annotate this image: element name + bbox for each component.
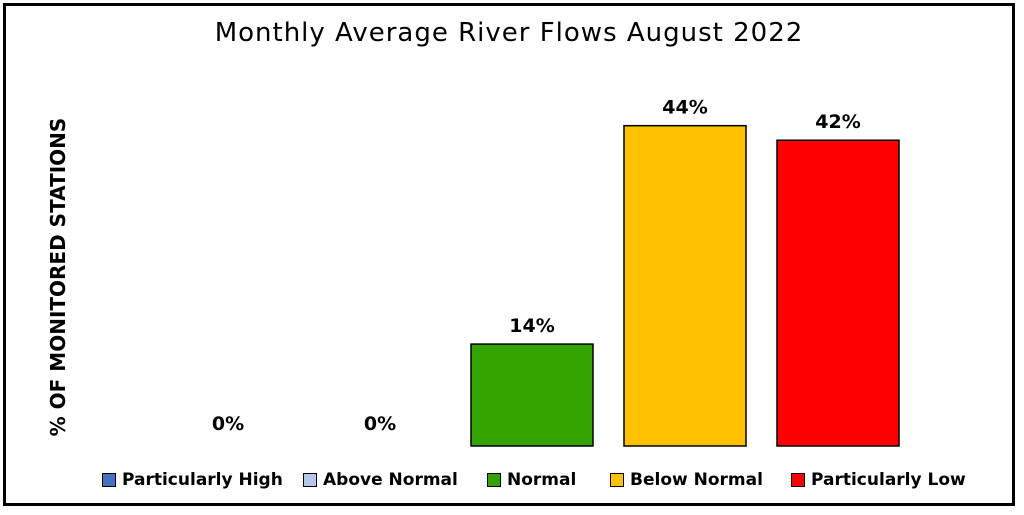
- legend-item-above-normal: Above Normal: [303, 470, 458, 490]
- legend-swatch: [610, 473, 624, 487]
- legend-label: Below Normal: [630, 470, 763, 490]
- chart-legend: Particularly High Above Normal Normal Below…: [0, 470, 1018, 496]
- bar-normal: [470, 343, 594, 447]
- legend-item-particularly-high: Particularly High: [102, 470, 283, 490]
- data-label-particularly-high: 0%: [212, 413, 244, 435]
- legend-item-normal: Normal: [487, 470, 576, 490]
- data-label-above-normal: 0%: [364, 413, 396, 435]
- legend-item-below-normal: Below Normal: [610, 470, 763, 490]
- data-label-below-normal: 44%: [662, 97, 707, 119]
- legend-swatch: [791, 473, 805, 487]
- chart-title: Monthly Average River Flows August 2022: [214, 18, 804, 48]
- legend-label: Normal: [507, 470, 577, 490]
- bar-particularly-low: [776, 139, 900, 447]
- legend-swatch: [303, 473, 317, 487]
- legend-item-particularly-low: Particularly Low: [791, 470, 966, 490]
- legend-label: Particularly High: [122, 470, 283, 490]
- data-label-normal: 14%: [509, 315, 554, 337]
- bar-chart-plot: 0% 0% 14% 44% 42%: [212, 97, 900, 447]
- legend-label: Particularly Low: [811, 470, 966, 490]
- legend-swatch: [487, 473, 501, 487]
- legend-label: Above Normal: [323, 470, 458, 490]
- legend-swatch: [102, 473, 116, 487]
- bar-below-normal: [623, 124, 747, 447]
- data-label-particularly-low: 42%: [815, 111, 860, 133]
